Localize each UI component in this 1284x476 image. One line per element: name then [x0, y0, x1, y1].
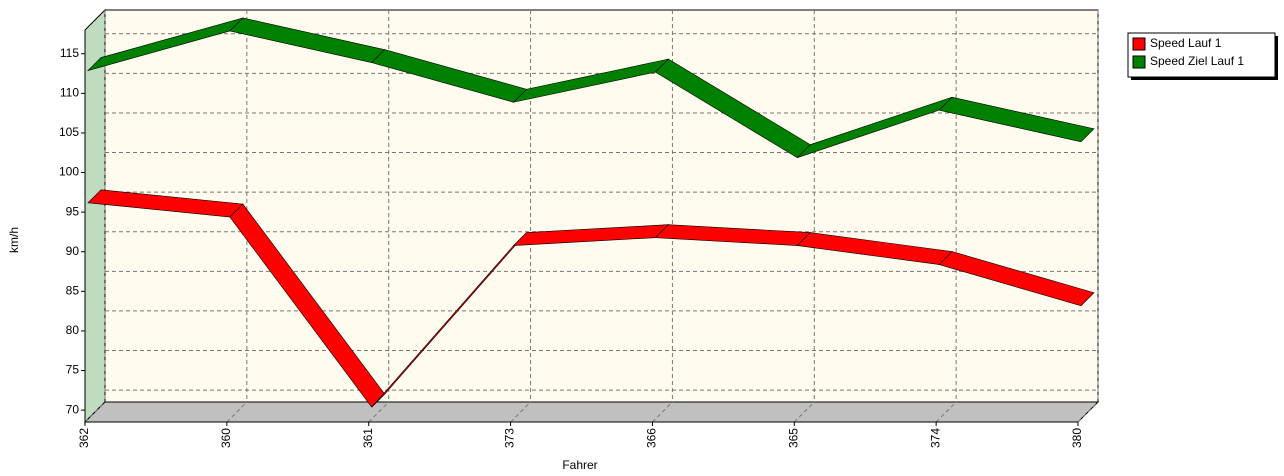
y-tick-label: 75 — [66, 363, 80, 377]
y-tick-label: 110 — [60, 86, 79, 100]
legend-label: Speed Lauf 1 — [1150, 36, 1222, 50]
y-tick-label: 70 — [66, 402, 80, 416]
x-tick-label: 380 — [1070, 428, 1084, 448]
x-tick-label: 366 — [645, 428, 659, 448]
y-tick-label: 95 — [66, 204, 80, 218]
x-tick-label: 360 — [219, 428, 233, 448]
y-axis-title: km/h — [7, 227, 21, 253]
ribbon-segment — [938, 96, 1095, 143]
floor-grid-line — [793, 401, 815, 423]
floor-grid-line — [935, 401, 957, 423]
x-tick-label: 365 — [786, 428, 800, 448]
back-wall — [104, 9, 1099, 403]
legend — [1127, 32, 1276, 78]
y-tick-label: 90 — [66, 244, 80, 258]
ribbon-segment — [938, 251, 1095, 307]
x-tick-label: 362 — [77, 428, 91, 448]
floor-grid-line — [226, 401, 248, 423]
legend-label: Speed Ziel Lauf 1 — [1150, 54, 1244, 68]
x-tick-label: 374 — [928, 428, 942, 448]
x-tick-label: 361 — [361, 428, 375, 448]
y-tick-label: 115 — [60, 46, 79, 60]
left-wall — [84, 8, 106, 424]
floor-grid-line — [510, 401, 531, 423]
floor-grid-line — [1077, 401, 1099, 423]
y-tick-label: 85 — [66, 284, 80, 298]
y-tick-label: 105 — [59, 125, 79, 139]
legend-swatch — [1132, 37, 1146, 51]
y-tick-label: 100 — [59, 165, 79, 179]
legend-swatch — [1132, 55, 1146, 69]
x-axis-title: Fahrer — [562, 458, 597, 472]
floor-grid-line — [652, 401, 673, 423]
floor-grid-line — [84, 401, 106, 423]
y-tick-label: 80 — [66, 323, 80, 337]
x-tick-label: 373 — [503, 428, 517, 448]
floor-grid-line — [368, 401, 390, 423]
